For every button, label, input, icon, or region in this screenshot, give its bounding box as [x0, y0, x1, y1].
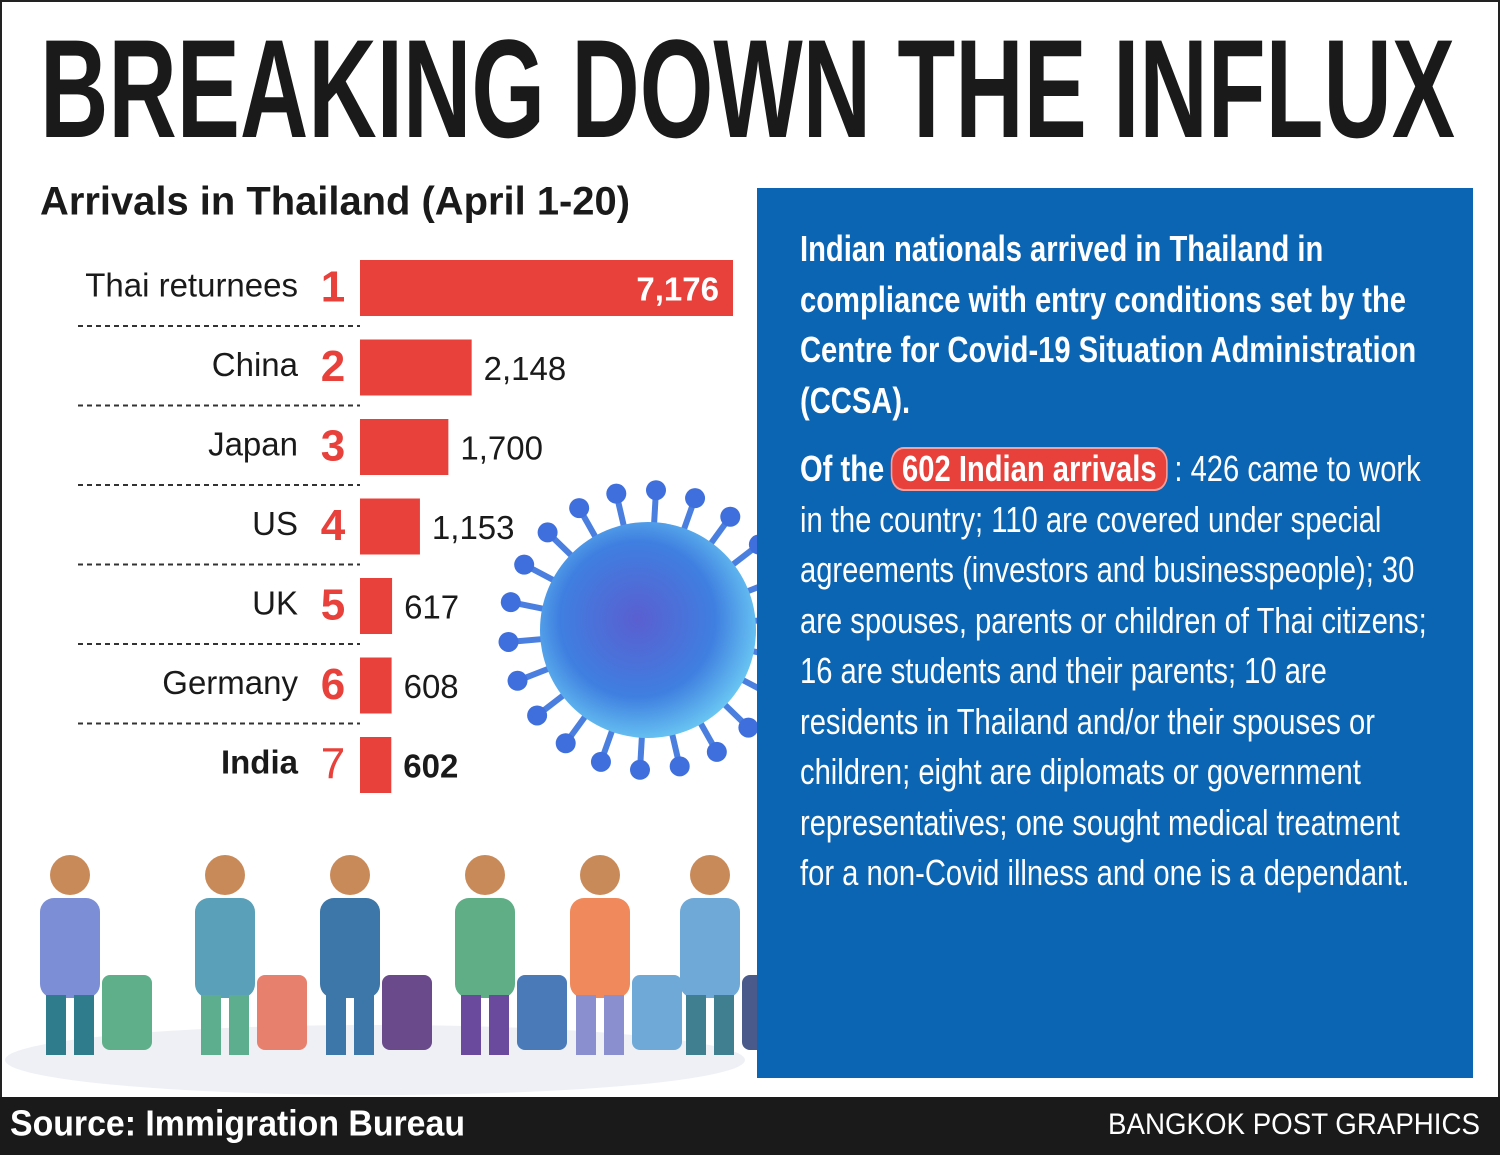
person-leg: [686, 995, 706, 1055]
rank: 3: [321, 422, 345, 471]
category-label: Japan: [208, 426, 298, 463]
rank: 5: [321, 581, 345, 630]
panel-text: Indian nationals arrived in Thailand in …: [800, 224, 1428, 917]
virus-spike-tip: [569, 498, 590, 519]
rank: 7: [321, 740, 345, 789]
virus-spike-tip: [669, 756, 690, 777]
travellers-illustration: [5, 855, 792, 1095]
virus-spike-tip: [685, 488, 706, 509]
person-leg: [604, 995, 624, 1055]
virus-spike-tip: [606, 483, 627, 504]
value-label: 1,153: [432, 509, 515, 546]
bar: [360, 498, 420, 555]
chart-subtitle: Arrivals in Thailand (April 1-20): [40, 180, 630, 224]
suitcase: [102, 975, 152, 1050]
person-body: [680, 898, 740, 998]
person-head: [465, 855, 505, 895]
value-label: 608: [404, 668, 459, 705]
person-head: [205, 855, 245, 895]
person-head: [580, 855, 620, 895]
info-panel: Indian nationals arrived in Thailand in …: [757, 188, 1473, 1078]
panel-highlight: 602 Indian arrivals: [890, 447, 1168, 491]
footer: Source: Immigration Bureau BANGKOK POST …: [0, 1097, 1500, 1155]
person-leg: [74, 995, 94, 1055]
rank: 1: [321, 263, 345, 312]
person-head: [690, 855, 730, 895]
rank: 4: [321, 501, 346, 550]
person-leg: [201, 995, 221, 1055]
virus-spike-tip: [720, 506, 741, 527]
virus-spike-tip: [590, 751, 611, 772]
person-leg: [576, 995, 596, 1055]
credit: BANGKOK POST GRAPHICS: [1108, 1108, 1480, 1141]
panel-paragraph: Of the 602 Indian arrivals: 426 came to w…: [800, 444, 1428, 899]
value-label: 7,176: [636, 271, 719, 308]
person-leg: [461, 995, 481, 1055]
bar: [360, 578, 393, 634]
virus-spike-tip: [507, 670, 528, 691]
bar: [360, 657, 392, 714]
bar: [360, 260, 733, 316]
bar: [360, 339, 472, 396]
person-body: [40, 898, 100, 998]
category-label: Thai returnees: [85, 267, 298, 304]
person-body: [195, 898, 255, 998]
category-label: UK: [252, 585, 298, 622]
virus-spike-tip: [646, 480, 667, 501]
rank: 6: [321, 660, 345, 709]
value-label: 617: [404, 589, 459, 626]
rank: 2: [321, 342, 345, 391]
value-label: 1,700: [460, 430, 543, 467]
category-label: India: [221, 744, 299, 781]
panel-paragraph: Indian nationals arrived in Thailand in …: [800, 228, 1417, 421]
person-leg: [714, 995, 734, 1055]
virus-spike-tip: [500, 592, 521, 613]
virus-spike-tip: [498, 631, 519, 652]
person-head: [50, 855, 90, 895]
virus-spike-tip: [555, 733, 576, 754]
virus-illustration: [498, 480, 798, 780]
category-label: US: [252, 505, 298, 542]
chart-title: BREAKING DOWN THE INFLUX: [40, 10, 1455, 167]
person-body: [320, 898, 380, 998]
person-head: [330, 855, 370, 895]
virus-spike-tip: [738, 717, 759, 738]
category-label: China: [212, 346, 299, 383]
panel-detail: : 426 came to work in the country; 110 a…: [800, 448, 1427, 893]
virus-spike-tip: [514, 554, 535, 575]
panel-lead: Of the: [800, 448, 885, 489]
bar: [360, 419, 449, 475]
suitcase: [632, 975, 682, 1050]
suitcase: [257, 975, 307, 1050]
suitcase: [382, 975, 432, 1050]
virus-spike-tip: [706, 741, 727, 762]
suitcase: [517, 975, 567, 1050]
bar: [360, 737, 392, 793]
person-leg: [229, 995, 249, 1055]
virus-spike-tip: [527, 705, 548, 726]
person-leg: [354, 995, 374, 1055]
person-leg: [46, 995, 66, 1055]
footer-svg: Source: Immigration Bureau BANGKOK POST …: [10, 1103, 1480, 1144]
category-label: Germany: [162, 664, 298, 701]
person-leg: [489, 995, 509, 1055]
value-label: 602: [403, 748, 458, 785]
virus-spike-tip: [537, 522, 558, 543]
value-label: 2,148: [484, 350, 567, 387]
source: Source: Immigration Bureau: [10, 1103, 465, 1144]
virus-spike-tip: [629, 759, 650, 780]
person-body: [570, 898, 630, 998]
virus-body: [540, 522, 756, 738]
person-body: [455, 898, 515, 998]
person-leg: [326, 995, 346, 1055]
